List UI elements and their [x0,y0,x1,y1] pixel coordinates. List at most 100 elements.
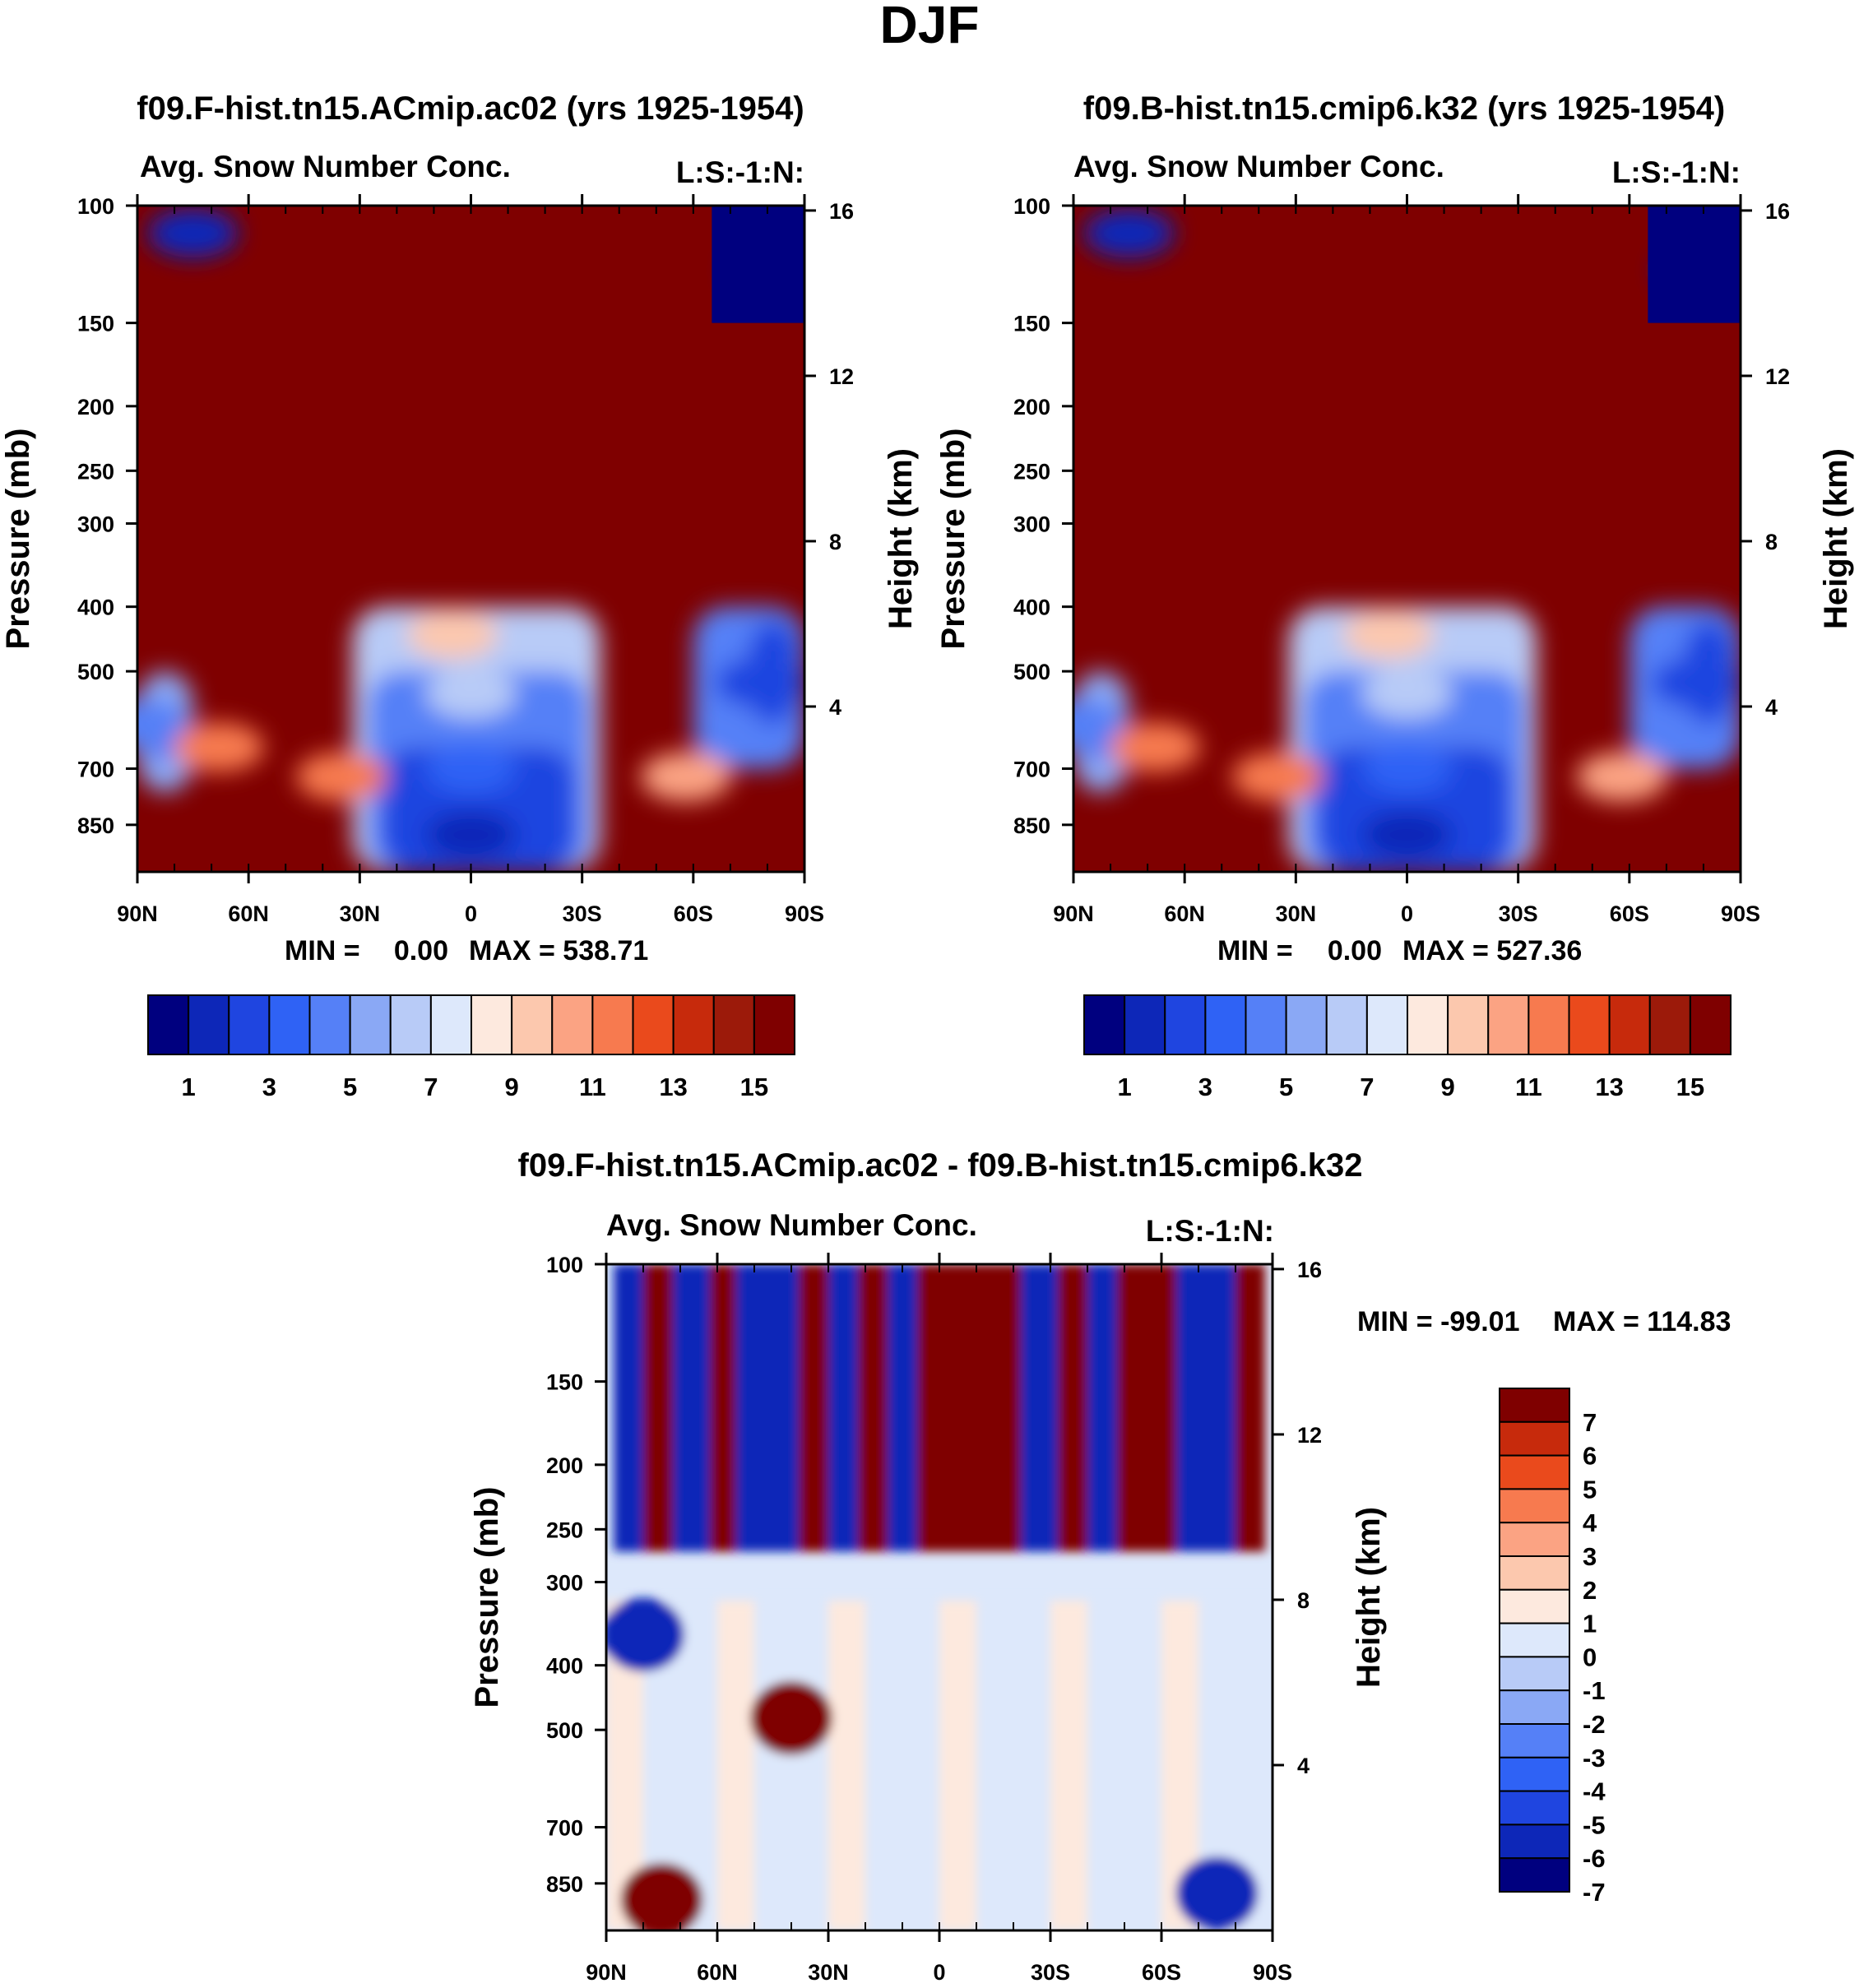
field-band [917,1264,954,1552]
colorbar-label: 13 [1595,1073,1623,1101]
right-subtitle: L:S:-1:N: [1612,155,1741,189]
contour-field [606,1264,1273,1930]
y-tick-labels: 100 150 200 250 300 400 500 700 850 [546,1253,583,1897]
colorbar-box [511,994,554,1055]
y-tick-labels: 100 150 200 250 300 400 500 700 850 [1013,194,1050,838]
x-tick-label: 0 [933,1960,945,1985]
right-subtitle: L:S:-1:N: [676,155,804,189]
y-axis-label-right: Height (km) [883,448,919,629]
colorbar-label: -5 [1583,1810,1606,1839]
colorbar: 7 6 5 4 3 2 1 0 -1 -2 -3 -4 -5 -6 -7 [1499,1388,1606,1907]
x-tick-label: 60N [228,901,269,926]
contour-field [137,206,804,872]
field-feature [1083,208,1175,258]
colorbar-label: 11 [1515,1073,1542,1101]
min-label: MIN = [285,935,360,966]
field-band [717,1601,754,1930]
field-feature [606,1597,684,1672]
field-band [902,1601,939,1930]
field-band [710,1264,736,1552]
colorbar-label: 7 [1583,1408,1597,1437]
field-features [137,208,804,872]
field-feature [174,722,265,772]
colorbar-box [1499,1454,1570,1490]
colorbar-box [1245,994,1287,1055]
colorbar-box [1499,1723,1570,1759]
y-tick-label: 850 [77,813,114,838]
field-features [606,1264,1273,1930]
colorbar-box [1499,1823,1570,1860]
x-tick-label: 0 [465,901,477,926]
colorbar-box [672,994,715,1055]
colorbar-box [1365,994,1408,1055]
field-band [828,1601,865,1930]
colorbar-label: 6 [1583,1442,1597,1471]
field-feature [620,1862,703,1930]
colorbar-box [188,994,230,1055]
field-band [1176,1264,1206,1552]
field-band [769,1264,799,1552]
colorbar-box [429,994,472,1055]
colorbar-box [1407,994,1449,1055]
x-tick-label: 90S [1253,1960,1292,1985]
field-feature [750,1680,832,1755]
height-tick-label: 8 [1765,530,1778,554]
height-tick-label: 4 [1765,695,1778,720]
colorbar-label: 15 [740,1073,768,1101]
x-tick-label: 90S [785,901,824,926]
colorbar-label: -2 [1583,1710,1606,1739]
colorbar-box [1499,1522,1570,1557]
colorbar-box [1648,994,1691,1055]
colorbar-label: 0 [1583,1643,1597,1671]
colorbar-box [1447,994,1490,1055]
x-tick-label: 30N [808,1960,849,1985]
colorbar-box [1204,994,1247,1055]
height-tick-label: 8 [1297,1588,1310,1613]
min-value: 0.00 [1328,935,1382,966]
field-band [643,1264,673,1552]
max-label: MAX = 538.71 [469,935,648,966]
colorbar-label: 9 [505,1073,519,1101]
height-tick-label: 16 [829,199,854,224]
colorbar-box [308,994,351,1055]
y-tick-label: 500 [1013,660,1050,684]
colorbar-label: 9 [1441,1073,1455,1101]
y-tick-label: 850 [1013,813,1050,838]
colorbar-label: 2 [1583,1576,1597,1605]
field-feature [1361,744,1453,794]
height-tick-label: 12 [1297,1423,1322,1448]
height-tick-label: 12 [829,364,854,389]
panel-b-hist: f09.B-hist.tn15.cmip6.k32 (yrs 1925-1954… [935,90,1854,1101]
x-tick-labels: 90N 60N 30N 0 30S 60S 90S [586,1960,1292,1985]
field-feature [425,744,517,794]
x-tick-label: 30S [1499,901,1538,926]
panel-title: f09.F-hist.tn15.ACmip.ac02 (yrs 1925-195… [137,90,804,127]
field-band [976,1601,1013,1930]
min-label: MIN = [1217,935,1293,966]
colorbar: 1 3 5 7 9 11 13 15 [1083,994,1732,1101]
colorbar-box [1499,1420,1570,1457]
x-tick-label: 0 [1401,901,1413,926]
colorbar-box [1124,994,1166,1055]
field-band [991,1264,1021,1552]
y-tick-label: 400 [546,1654,583,1679]
y-tick-label: 700 [546,1816,583,1841]
x-tick-labels: 90N 60N 30N 0 30S 60S 90S [1053,901,1760,926]
colorbar-label: 11 [579,1073,606,1101]
max-label: MAX = 527.36 [1402,935,1582,966]
axis-ticks [126,194,816,883]
colorbar-box [1164,994,1207,1055]
field-band [939,1601,976,1930]
colorbar-box [228,994,271,1055]
field-feature [1342,609,1434,660]
field-feature [1110,722,1201,772]
y-tick-label: 100 [1013,194,1050,219]
colorbar-box [1499,1857,1570,1893]
colorbar-label: 15 [1676,1073,1704,1101]
contour-field [1073,206,1741,872]
field-region [712,206,804,323]
panel-f-hist: f09.F-hist.tn15.ACmip.ac02 (yrs 1925-195… [0,90,919,1101]
y-axis-label-right: Height (km) [1351,1507,1387,1688]
y-tick-label: 500 [77,660,114,684]
axis-ticks [595,1253,1284,1942]
